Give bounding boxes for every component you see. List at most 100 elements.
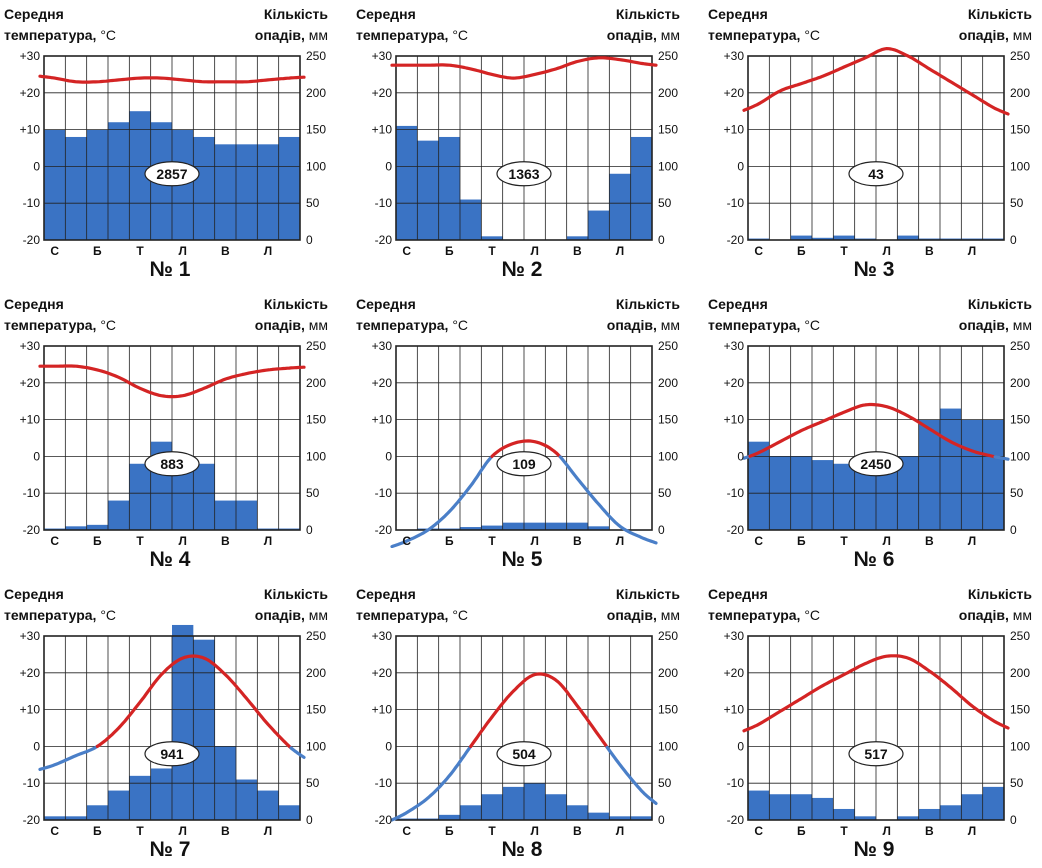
month-tick-label: Б (797, 244, 806, 258)
plot-frame (747, 55, 1005, 241)
temperature-tick-label: +10 (20, 413, 41, 427)
precipitation-title-word: опадів, (606, 27, 657, 43)
climate-chart-svg: +30 +20 +10 0 -10 -20 250 200 150 100 50 0 С Б Т Л В Л 883 (20, 339, 327, 548)
precipitation-tick-label: 150 (306, 703, 326, 717)
temperature-line-above-zero (390, 56, 658, 80)
precipitation-bar (961, 419, 983, 530)
temperature-tick-label: +20 (372, 376, 393, 390)
temperature-title-line1: Середня (4, 6, 64, 22)
precipitation-tick-label: 50 (658, 196, 672, 210)
precipitation-bar (65, 816, 87, 820)
precipitation-bar (790, 794, 812, 820)
precipitation-title-line2: опадів, мм (255, 315, 328, 336)
month-tick-label: Б (93, 244, 102, 258)
month-tick-label: С (50, 824, 59, 838)
precipitation-tick-label: 50 (658, 776, 672, 790)
precipitation-title-line1: Кількість (263, 586, 328, 602)
temperature-tick-label: 0 (33, 739, 40, 753)
temperature-tick-label: +10 (372, 703, 393, 717)
precipitation-unit: мм (660, 607, 680, 623)
precipitation-tick-label: 0 (1010, 233, 1017, 247)
precipitation-axis-title: Кількість опадів, мм (607, 294, 680, 336)
temperature-axis-title: Середня температура, °C (4, 584, 116, 626)
precipitation-tick-label: 100 (1010, 739, 1030, 753)
temperature-axis-title: Середня температура, °C (356, 294, 468, 336)
precipitation-title-line2: опадів, мм (255, 25, 328, 46)
precipitation-tick-label: 0 (306, 523, 313, 537)
month-tick-label: Л (968, 534, 976, 548)
temperature-title-word: температура, (708, 607, 801, 623)
plot-frame (43, 345, 301, 531)
precipitation-bar (588, 210, 610, 240)
temperature-title-line1: Середня (356, 6, 416, 22)
precipitation-tick-label: 0 (1010, 523, 1017, 537)
precipitation-tick-label: 250 (306, 49, 326, 63)
temperature-tick-label: +20 (372, 666, 393, 680)
temperature-line-above-zero (469, 672, 609, 749)
precipitation-title-word: опадів, (254, 27, 305, 43)
month-tick-label: Б (93, 534, 102, 548)
temperature-tick-label: -10 (727, 196, 745, 210)
precipitation-bar (566, 236, 588, 240)
precipitation-bar (129, 111, 151, 240)
precipitation-title-line1: Кількість (967, 296, 1032, 312)
precipitation-unit: мм (1012, 317, 1032, 333)
precipitation-tick-label: 100 (658, 449, 678, 463)
precipitation-bar (65, 526, 87, 530)
precipitation-bar (918, 808, 940, 820)
precipitation-bar (257, 144, 279, 240)
temperature-axis-title: Середня температура, °C (356, 4, 468, 46)
temperature-tick-label: 0 (737, 739, 744, 753)
precipitation-bar (214, 500, 236, 530)
climate-chart-panel: Середня температура, °C Кількість опадів, м… (0, 0, 340, 286)
precipitation-tick-label: 250 (658, 629, 678, 643)
precipitation-tick-label: 200 (658, 86, 678, 100)
month-tick-label: Т (488, 824, 496, 838)
temperature-line-below-zero (993, 455, 1010, 461)
temperature-unit: °C (100, 27, 117, 43)
precipitation-bar (236, 144, 258, 240)
month-tick-label: Л (264, 824, 272, 838)
climate-chart-svg: +30 +20 +10 0 -10 -20 250 200 150 100 50 0 С Б Т Л В Л 285… (20, 49, 327, 258)
temperature-tick-label: +30 (372, 629, 393, 643)
precipitation-bar (545, 794, 567, 820)
temperature-unit: °C (100, 607, 117, 623)
temperature-title-line2: температура, °C (708, 25, 820, 46)
precipitation-bar (961, 794, 983, 820)
temperature-title-word: температура, (356, 607, 449, 623)
precipitation-bar (65, 136, 87, 240)
precipitation-title-word: опадів, (958, 27, 1009, 43)
temperature-line-below-zero (390, 744, 473, 822)
precipitation-title-word: опадів, (606, 607, 657, 623)
climate-chart-panel: Середня температура, °C Кількість опадів, м… (352, 0, 692, 286)
precipitation-title-line1: Кількість (615, 296, 680, 312)
precipitation-title-line2: опадів, мм (607, 25, 680, 46)
temperature-tick-label: +10 (372, 123, 393, 137)
month-tick-label: В (573, 244, 582, 258)
temperature-curve (38, 364, 306, 399)
precipitation-bar (748, 441, 770, 530)
temperature-tick-label: +10 (372, 413, 393, 427)
temperature-tick-label: +10 (724, 703, 745, 717)
precipitation-bar (940, 805, 962, 820)
temperature-line-below-zero (390, 454, 494, 548)
month-tick-label: С (402, 244, 411, 258)
precipitation-bar (833, 463, 855, 530)
climate-chart-svg: +30 +20 +10 0 -10 -20 250 200 150 100 50 0 С Б Т Л В Л 245… (724, 339, 1031, 548)
chart-number: № 7 (149, 838, 191, 861)
annual-precipitation-value: 43 (868, 166, 884, 182)
month-tick-label: Б (445, 534, 454, 548)
month-tick-label: Т (136, 824, 144, 838)
annual-precipitation-badge (496, 451, 552, 477)
precipitation-bar (812, 797, 834, 820)
month-tick-label: С (402, 534, 411, 548)
precipitation-tick-label: 150 (658, 413, 678, 427)
precipitation-tick-label: 150 (658, 703, 678, 717)
chart-number: № 8 (501, 838, 543, 861)
month-tick-label: Т (488, 534, 496, 548)
month-tick-label: В (573, 824, 582, 838)
precipitation-tick-label: 250 (1010, 629, 1030, 643)
precipitation-bar (833, 808, 855, 820)
chart-number: № 4 (149, 548, 191, 571)
month-tick-label: Л (882, 244, 890, 258)
